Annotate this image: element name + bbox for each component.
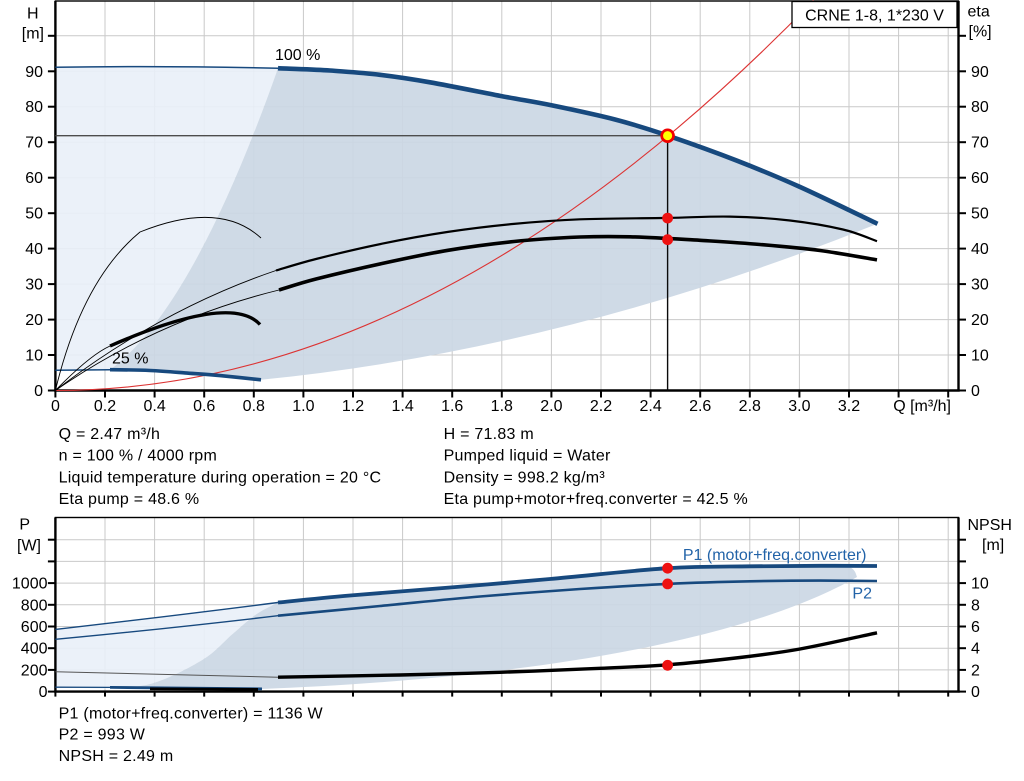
svg-text:2.4: 2.4 <box>639 398 661 415</box>
svg-text:P1 (motor+freq.converter): P1 (motor+freq.converter) <box>683 547 867 564</box>
svg-text:600: 600 <box>21 619 48 636</box>
svg-text:0.8: 0.8 <box>243 398 265 415</box>
svg-text:2: 2 <box>971 662 980 679</box>
svg-text:0: 0 <box>51 398 60 415</box>
svg-text:60: 60 <box>971 170 989 187</box>
svg-text:Eta pump = 48.6 %: Eta pump = 48.6 % <box>59 491 200 508</box>
svg-text:1000: 1000 <box>12 576 48 593</box>
svg-text:80: 80 <box>971 99 989 116</box>
svg-text:Liquid temperature during oper: Liquid temperature during operation = 20… <box>59 469 382 486</box>
svg-text:90: 90 <box>25 64 43 81</box>
svg-text:20: 20 <box>25 312 43 329</box>
svg-text:[%]: [%] <box>969 24 992 41</box>
svg-text:10: 10 <box>971 576 989 593</box>
svg-text:50: 50 <box>25 206 43 223</box>
svg-text:800: 800 <box>21 597 48 614</box>
svg-text:H: H <box>27 6 39 23</box>
svg-text:CRNE 1-8, 1*230 V: CRNE 1-8, 1*230 V <box>805 8 944 25</box>
svg-text:P2: P2 <box>852 585 872 602</box>
svg-text:25 %: 25 % <box>112 351 148 368</box>
svg-text:1.4: 1.4 <box>391 398 413 415</box>
svg-text:1.6: 1.6 <box>441 398 463 415</box>
svg-text:[W]: [W] <box>17 538 41 555</box>
svg-text:3.2: 3.2 <box>838 398 860 415</box>
svg-text:1.2: 1.2 <box>342 398 364 415</box>
svg-text:Density = 998.2 kg/m³: Density = 998.2 kg/m³ <box>444 469 606 486</box>
svg-text:1.8: 1.8 <box>491 398 513 415</box>
svg-text:40: 40 <box>971 241 989 258</box>
svg-text:3.0: 3.0 <box>788 398 810 415</box>
svg-text:90: 90 <box>971 64 989 81</box>
svg-text:0: 0 <box>39 684 48 701</box>
svg-text:NPSH: NPSH <box>968 517 1012 534</box>
svg-text:P: P <box>19 517 30 534</box>
svg-text:10: 10 <box>25 348 43 365</box>
svg-text:0: 0 <box>971 684 980 701</box>
svg-text:n = 100 % / 4000 rpm: n = 100 % / 4000 rpm <box>59 448 217 465</box>
svg-text:50: 50 <box>971 206 989 223</box>
svg-text:6: 6 <box>971 619 980 636</box>
svg-text:2.6: 2.6 <box>689 398 711 415</box>
svg-text:40: 40 <box>25 241 43 258</box>
svg-text:0.2: 0.2 <box>94 398 116 415</box>
svg-text:20: 20 <box>971 312 989 329</box>
svg-text:P1 (motor+freq.converter) = 11: P1 (motor+freq.converter) = 1136 W <box>59 705 324 722</box>
svg-text:70: 70 <box>25 135 43 152</box>
svg-text:1.0: 1.0 <box>292 398 314 415</box>
svg-text:8: 8 <box>971 597 980 614</box>
svg-text:[m]: [m] <box>982 537 1004 554</box>
svg-text:eta: eta <box>968 4 990 21</box>
svg-text:70: 70 <box>971 135 989 152</box>
svg-text:60: 60 <box>25 170 43 187</box>
svg-text:100 %: 100 % <box>275 47 320 64</box>
svg-text:30: 30 <box>971 277 989 294</box>
svg-text:Pumped liquid = Water: Pumped liquid = Water <box>444 448 611 465</box>
svg-text:0: 0 <box>971 383 980 400</box>
svg-text:Q = 2.47 m³/h: Q = 2.47 m³/h <box>59 426 161 443</box>
svg-text:10: 10 <box>971 348 989 365</box>
svg-text:Q [m³/h]: Q [m³/h] <box>893 398 951 415</box>
svg-text:P2 = 993 W: P2 = 993 W <box>59 727 146 744</box>
svg-text:0.6: 0.6 <box>193 398 215 415</box>
svg-text:[m]: [m] <box>22 26 44 43</box>
svg-text:Eta pump+motor+freq.converter: Eta pump+motor+freq.converter = 42.5 % <box>444 491 748 508</box>
svg-text:4: 4 <box>971 641 980 658</box>
svg-text:2.8: 2.8 <box>739 398 761 415</box>
svg-text:400: 400 <box>21 641 48 658</box>
svg-text:80: 80 <box>25 99 43 116</box>
svg-text:200: 200 <box>21 662 48 679</box>
svg-text:NPSH = 2.49 m: NPSH = 2.49 m <box>59 748 174 765</box>
svg-text:2.2: 2.2 <box>590 398 612 415</box>
svg-text:30: 30 <box>25 277 43 294</box>
svg-text:0.4: 0.4 <box>143 398 165 415</box>
svg-text:2.0: 2.0 <box>540 398 562 415</box>
svg-text:0: 0 <box>34 383 43 400</box>
svg-text:H = 71.83 m: H = 71.83 m <box>444 426 534 443</box>
